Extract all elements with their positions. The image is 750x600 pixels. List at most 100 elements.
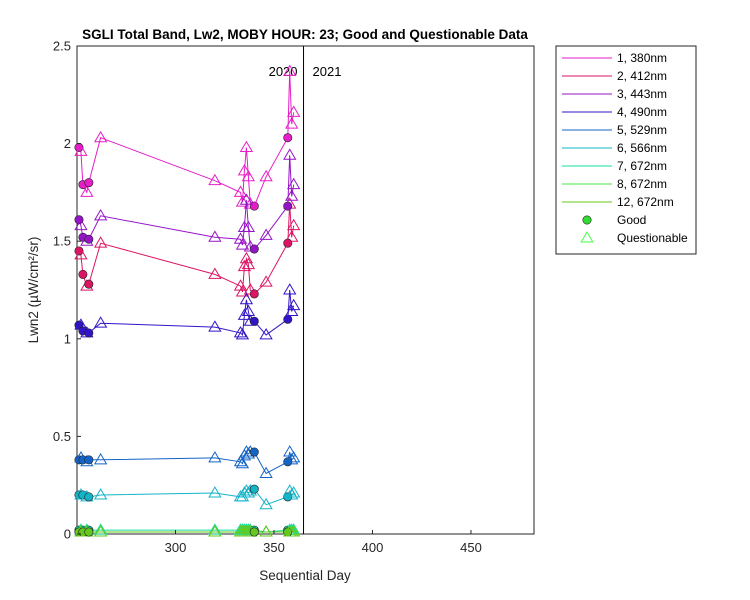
legend: 1, 380nm 2, 412nm 3, 443nm 4, 490nm 5, 529nm… <box>555 45 697 255</box>
questionable-point <box>287 177 301 190</box>
series-group <box>74 283 301 340</box>
good-point <box>84 527 94 537</box>
questionable-point <box>285 304 299 316</box>
questionable-point <box>235 238 250 250</box>
questionable-point <box>239 292 254 305</box>
plot-area: 2020 2021 <box>74 45 535 537</box>
legend-entry: 5, 529nm <box>617 123 667 137</box>
legend-entry: 4, 490nm <box>617 105 667 119</box>
questionable-point <box>235 328 250 340</box>
good-point <box>249 316 259 326</box>
y-tick-label: 1 <box>64 331 71 346</box>
good-point <box>283 133 293 143</box>
x-tick-label: 400 <box>362 540 384 555</box>
questionable-point <box>287 298 301 311</box>
questionable-point <box>285 488 299 500</box>
y-tick-label: 0.5 <box>53 429 71 444</box>
questionable-point <box>241 257 256 270</box>
questionable-point <box>283 148 297 160</box>
questionable-point <box>208 267 222 279</box>
questionable-point <box>233 185 248 197</box>
questionable-point <box>208 230 222 242</box>
y-tick-label: 0 <box>64 527 71 542</box>
questionable-point <box>208 525 222 537</box>
y-axis: 0 0.5 1 1.5 2 2.5 <box>53 39 81 542</box>
legend-entry-good: Good <box>617 213 646 227</box>
year-label-right: 2021 <box>313 64 342 79</box>
questionable-point <box>237 308 252 320</box>
legend-box <box>555 45 697 255</box>
questionable-point <box>285 189 299 201</box>
questionable-point <box>235 195 250 207</box>
questionable-point <box>287 450 301 463</box>
legend-good-marker <box>582 215 592 225</box>
questionable-point <box>237 164 252 176</box>
questionable-point <box>285 230 299 242</box>
questionable-point <box>259 228 273 240</box>
x-tick-label: 350 <box>263 540 285 555</box>
questionable-point <box>235 456 250 469</box>
questionable-point <box>259 328 273 340</box>
questionable-point <box>259 169 273 182</box>
questionable-point <box>93 523 108 535</box>
questionable-point <box>80 185 94 197</box>
questionable-point <box>237 259 252 272</box>
questionable-point <box>287 525 301 537</box>
questionable-point <box>241 169 256 182</box>
x-tick-label: 450 <box>460 540 482 555</box>
series-group <box>74 484 301 510</box>
good-point <box>78 269 88 279</box>
questionable-point <box>259 525 273 537</box>
questionable-point <box>287 218 301 231</box>
good-point <box>84 328 94 338</box>
chart-title: SGLI Total Band, Lw2, MOBY HOUR: 23; Goo… <box>82 27 528 42</box>
x-tick-label: 300 <box>165 540 187 555</box>
questionable-point <box>93 525 108 537</box>
y-tick-label: 1.5 <box>53 234 71 249</box>
questionable-point <box>283 64 297 76</box>
good-point <box>249 527 259 537</box>
questionable-point <box>259 466 273 478</box>
questionable-point <box>74 218 88 231</box>
questionable-point <box>233 454 248 467</box>
questionable-point <box>208 173 222 186</box>
plot-frame <box>76 45 535 535</box>
questionable-point <box>287 105 301 117</box>
good-point <box>283 238 293 248</box>
good-point <box>84 492 94 502</box>
good-point <box>249 244 259 254</box>
series-group <box>74 445 301 478</box>
questionable-point <box>74 247 88 260</box>
questionable-point <box>93 452 108 465</box>
good-point <box>84 455 94 465</box>
questionable-point <box>241 304 256 316</box>
questionable-point <box>93 316 108 328</box>
questionable-point <box>241 220 256 233</box>
legend-entry: 2, 412nm <box>617 69 667 83</box>
good-point <box>249 484 259 494</box>
good-point <box>283 201 293 211</box>
questionable-point <box>208 320 222 332</box>
good-point <box>84 178 94 188</box>
questionable-point <box>285 452 299 465</box>
questionable-point <box>283 445 297 457</box>
questionable-point <box>283 283 297 295</box>
x-axis: 300 350 400 450 <box>165 530 482 555</box>
good-point <box>84 279 94 289</box>
y-tick-label: 2 <box>64 136 71 151</box>
legend-entry: 6, 566nm <box>617 141 667 155</box>
y-tick-label: 2.5 <box>53 39 71 54</box>
questionable-point <box>93 130 108 143</box>
legend-entry: 3, 443nm <box>617 87 667 101</box>
legend-entry: 7, 672nm <box>617 159 667 173</box>
questionable-point <box>93 208 108 221</box>
y-axis-label: Lwn2 (µW/cm²/sr) <box>26 237 41 344</box>
questionable-point <box>208 486 222 498</box>
series-group <box>74 64 301 211</box>
questionable-point <box>287 486 301 498</box>
x-axis-label: Sequential Day <box>259 568 351 583</box>
legend-entry: 1, 380nm <box>617 51 667 65</box>
questionable-point <box>235 285 250 297</box>
legend-entry-questionable: Questionable <box>617 231 688 245</box>
